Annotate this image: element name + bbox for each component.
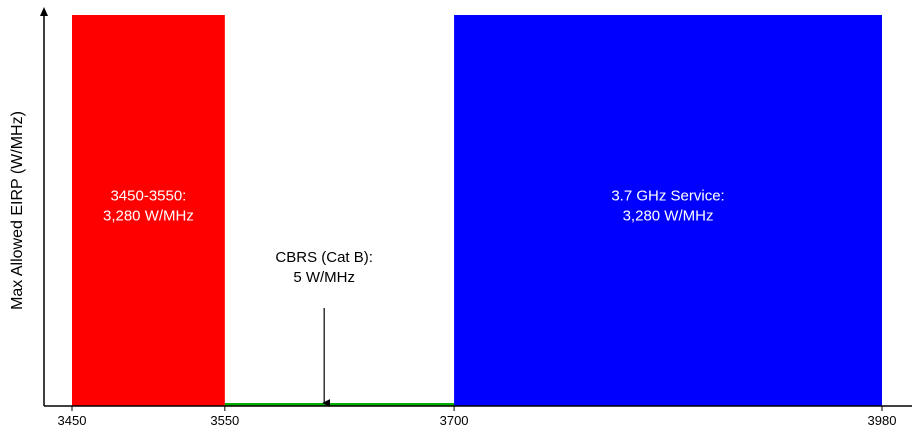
x-tick-label-1: 3550 xyxy=(210,413,239,428)
y-axis-label: Max Allowed EIRP (W/MHz) xyxy=(9,111,26,310)
x-tick-label-0: 3450 xyxy=(58,413,87,428)
bar-0 xyxy=(72,15,225,406)
bar-1 xyxy=(224,403,455,406)
bar-label-0-line-1: 3,280 W/MHz xyxy=(103,208,194,225)
annotation-label-line-1: 5 W/MHz xyxy=(293,269,355,286)
x-tick-label-2: 3700 xyxy=(440,413,469,428)
bar-label-2-line-1: 3,280 W/MHz xyxy=(623,208,714,225)
annotation-label-line-0: CBRS (Cat B): xyxy=(275,249,373,266)
bar-label-0-line-0: 3450-3550: xyxy=(110,188,186,205)
bar-label-2-line-0: 3.7 GHz Service: xyxy=(611,188,724,205)
x-tick-label-3: 3980 xyxy=(868,413,897,428)
bar-2 xyxy=(454,15,882,406)
y-axis-arrow xyxy=(40,7,48,16)
